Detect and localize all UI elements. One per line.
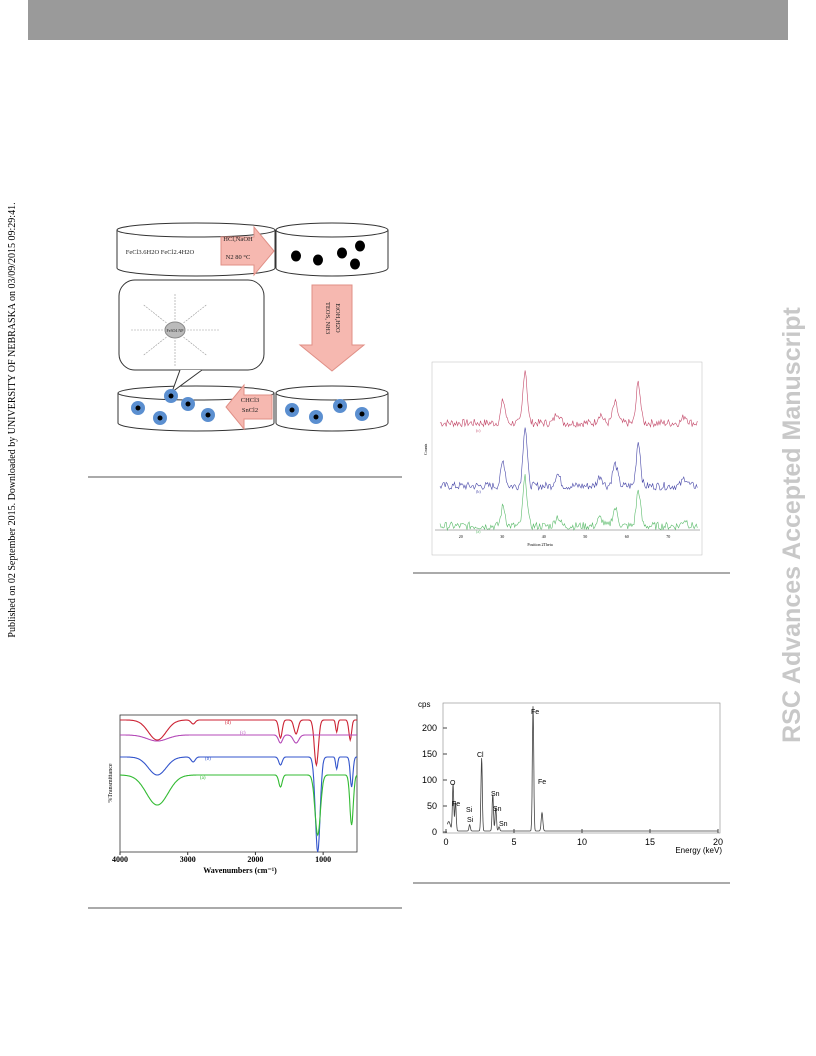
curve-label: (b) (205, 757, 211, 762)
curve-label: (b) (476, 489, 481, 494)
tick-label: 10 (577, 837, 587, 847)
edx-spectrum (447, 706, 718, 832)
axis-label: Counts (423, 443, 428, 455)
tick-label: 30 (500, 534, 504, 539)
tick-label: 20 (459, 534, 463, 539)
tick-label: 70 (666, 534, 670, 539)
curve-label: (c) (240, 731, 246, 736)
peak-label: Cl (477, 752, 484, 759)
curve-label: (a) (200, 776, 206, 781)
tick-label: 2000 (247, 855, 263, 864)
peak-label: Fe (452, 801, 460, 808)
silane-chain (142, 304, 167, 324)
particles (130, 240, 369, 425)
ftir-frame (119, 714, 358, 853)
tick-label: 0 (432, 827, 437, 837)
xrd-curve (439, 474, 698, 532)
tick-label: 150 (422, 749, 437, 759)
particle (291, 250, 301, 262)
ftir-chart: (d) (c) (b) (a) 4000 3000 2000 1000 (112, 719, 358, 864)
axis-label: %Transmittance (108, 763, 114, 802)
tick-label: 40 (542, 534, 546, 539)
tick-label: 50 (427, 801, 437, 811)
particle-core (337, 403, 343, 409)
ftir-curve (120, 734, 357, 744)
axis-label: Position 2Theta (527, 542, 552, 547)
step-label: HCl,NaOH (223, 236, 253, 243)
axis-label: Wavenumbers (cm⁻¹) (203, 866, 277, 875)
particle-core (289, 407, 295, 413)
ftir-curve (120, 719, 357, 768)
axis-label: cps (418, 700, 430, 709)
tick-label: 4000 (112, 855, 128, 864)
step-label: SnCl2 (242, 407, 258, 414)
particle (313, 254, 323, 266)
axis-label: Energy (keV) (675, 846, 722, 855)
edx-frame (442, 702, 721, 834)
particle (355, 240, 365, 252)
ftir-curve (120, 756, 358, 853)
tick-label: 60 (625, 534, 629, 539)
tick-label: 5 (511, 837, 516, 847)
particle-core (313, 414, 319, 420)
tick-label: 0 (443, 837, 448, 847)
silane-chain (142, 336, 167, 356)
particle-core (168, 393, 174, 399)
peak-label: Sn (499, 821, 508, 828)
ftir-curve (120, 774, 358, 837)
step-label: CHCl3 (241, 397, 259, 404)
reagents: FeCl3.6H2O FeCl2.4H2O (126, 249, 195, 256)
tick-label: 15 (645, 837, 655, 847)
curve-label: (c) (476, 428, 481, 433)
tick-label: 1000 (315, 855, 331, 864)
particle-core (205, 412, 211, 418)
silane-chain (183, 336, 208, 356)
peak-label: Fe (538, 779, 546, 786)
peak-label: Sn (491, 791, 500, 798)
peak-label: Fe (531, 709, 539, 716)
peak-label: Sn (493, 806, 502, 813)
particle (337, 247, 347, 259)
step-label: TEOS, NH3 (324, 302, 331, 334)
particle-label: Fe3O4 NP (166, 328, 184, 333)
particle-core (157, 415, 163, 421)
particle-core (359, 411, 365, 417)
particle-core (185, 401, 191, 407)
particle-core (135, 405, 141, 411)
peak-label: Si (467, 817, 474, 824)
peak-label: Si (466, 807, 473, 814)
side-note: Published on 02 September 2015. Download… (7, 202, 18, 637)
curve-label: (a) (476, 529, 481, 534)
peak-label: O (450, 780, 456, 787)
tick-label: 20 (713, 837, 723, 847)
xrd-curve (439, 370, 698, 428)
tick-label: 100 (422, 775, 437, 785)
xrd-curve (439, 427, 698, 491)
tick-label: 50 (583, 534, 587, 539)
header-bar (28, 0, 788, 40)
silane-chain (183, 304, 208, 324)
watermark: RSC Advances Accepted Manuscript (778, 306, 806, 742)
step-label: N2 80 °C (226, 254, 251, 261)
xrd-chart: (c) (b) (a) 20 30 40 50 60 70 (439, 370, 698, 539)
particle (350, 258, 360, 270)
tick-label: 200 (422, 723, 437, 733)
curve-label: (d) (225, 721, 231, 726)
tick-label: 3000 (180, 855, 196, 864)
step-label: EtOH,H2O (334, 303, 341, 333)
edx-chart: 200 150 100 50 00 5 10 15 20 O Fe Si Si Cl Sn Sn Sn Fe Fe (422, 706, 723, 847)
